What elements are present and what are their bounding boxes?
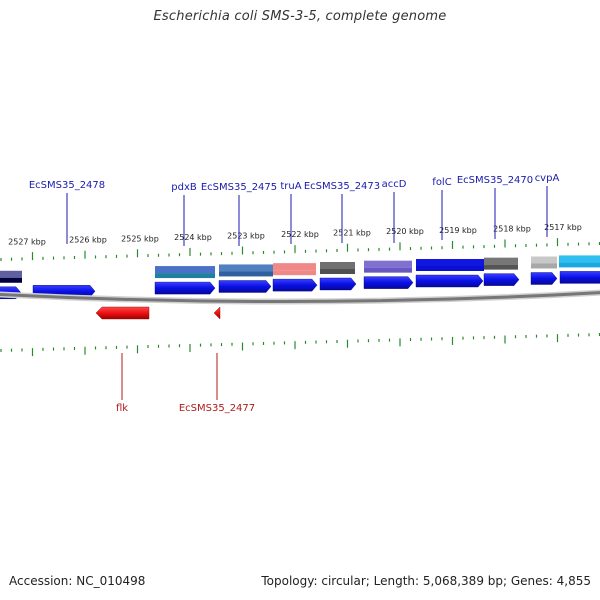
cog-category-track <box>0 255 600 283</box>
gene-labels: EcSMS35_2478 pdxB EcSMS35_2475 truA EcSMS35_… <box>29 173 560 414</box>
forward-gene-label: pdxB <box>171 182 197 193</box>
forward-cds-arrow <box>483 273 520 286</box>
scale-label: 2526 kbp <box>69 236 107 245</box>
forward-gene-label: EcSMS35_2475 <box>201 182 277 193</box>
forward-cds-arrow <box>530 272 558 285</box>
scale-label: 2522 kbp <box>281 230 319 239</box>
forward-gene-label: EcSMS35_2473 <box>304 181 380 192</box>
reverse-cds-track <box>95 306 221 320</box>
forward-cds-arrow <box>415 274 484 288</box>
outer-scale-ticks <box>0 238 600 261</box>
cog-block <box>531 263 557 269</box>
scale-label: 2521 kbp <box>333 229 371 238</box>
cog-block <box>559 255 600 263</box>
cog-block <box>320 269 355 274</box>
cog-block <box>0 277 22 283</box>
cog-block <box>219 264 273 272</box>
forward-cds-arrow <box>154 281 216 295</box>
scale-label: 2517 kbp <box>544 223 582 232</box>
forward-cds-arrow <box>272 278 318 292</box>
cog-block <box>484 264 518 270</box>
forward-cds-arrow <box>363 276 414 289</box>
scale-label: 2518 kbp <box>493 224 531 233</box>
reverse-gene-label: EcSMS35_2477 <box>179 403 255 414</box>
scale-label: 2519 kbp <box>439 226 477 235</box>
backbone-arc-core <box>0 291 600 304</box>
inner-scale-ticks <box>0 333 600 357</box>
forward-gene-label: EcSMS35_2470 <box>457 175 533 186</box>
scale-labels: 2527 kbp 2526 kbp 2525 kbp 2524 kbp 2523 kbp… <box>8 223 582 246</box>
cog-block <box>364 267 412 273</box>
cog-block <box>155 273 215 279</box>
cog-block <box>155 266 215 274</box>
cog-block <box>559 262 600 268</box>
forward-cds-track <box>0 271 600 299</box>
scale-label: 2523 kbp <box>227 231 265 240</box>
forward-gene-label: folC <box>432 177 451 188</box>
reverse-cds-arrow <box>95 306 150 320</box>
topology-summary: Topology: circular; Length: 5,068,389 bp… <box>261 574 591 588</box>
accession-text: Accession: NC_010498 <box>9 574 146 588</box>
forward-gene-label: EcSMS35_2478 <box>29 180 105 191</box>
forward-gene-label: cvpA <box>535 173 560 184</box>
cog-block <box>364 260 412 268</box>
scale-label: 2524 kbp <box>174 233 212 242</box>
cog-block <box>416 266 484 271</box>
forward-gene-label: accD <box>382 179 407 190</box>
forward-cds-arrow <box>218 280 272 293</box>
cog-block <box>273 270 316 276</box>
scale-label: 2520 kbp <box>386 227 424 236</box>
cog-block <box>531 256 557 264</box>
cog-block <box>484 257 518 265</box>
cog-block <box>320 262 355 269</box>
scale-label: 2525 kbp <box>121 234 159 243</box>
reverse-cds-arrow <box>213 306 221 320</box>
map-title: Escherichia coli SMS-3-5, complete genom… <box>153 9 447 24</box>
forward-cds-arrow <box>319 277 357 291</box>
cog-block <box>416 259 484 266</box>
forward-cds-arrow <box>559 271 600 284</box>
forward-gene-label: truA <box>280 181 301 192</box>
reverse-gene-label: flk <box>116 403 128 414</box>
cog-block <box>273 263 316 271</box>
scale-label: 2527 kbp <box>8 237 46 246</box>
cog-block <box>219 271 273 277</box>
cog-block <box>0 270 22 278</box>
